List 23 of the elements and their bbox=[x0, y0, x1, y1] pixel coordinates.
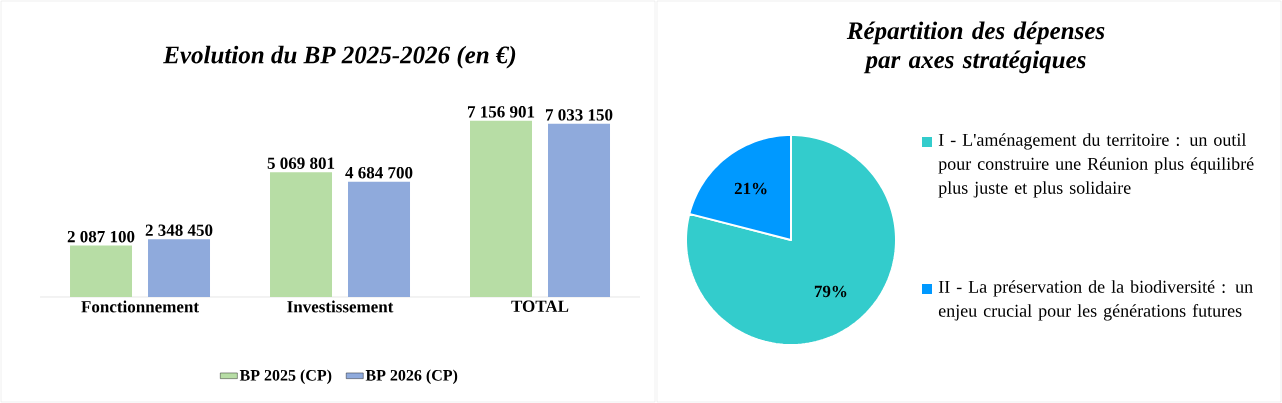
data-label: 79% bbox=[814, 285, 847, 298]
data-label: 5 069 801 bbox=[267, 157, 335, 169]
data-label: 4 684 700 bbox=[345, 166, 413, 179]
bar bbox=[70, 245, 133, 297]
data-label: 7 156 901 bbox=[467, 106, 535, 118]
x-tick-label: Investissement bbox=[287, 300, 394, 313]
bar bbox=[348, 181, 411, 297]
legend-label: I - L'aménagement du territoire : un outil pour construire une Réunion plus équilibré plus juste et plus solidaire bbox=[938, 133, 1254, 198]
bar bbox=[270, 172, 333, 297]
bar bbox=[548, 123, 611, 297]
data-label: 2 348 450 bbox=[145, 224, 213, 236]
chart-title: Répartition des dépenses par axes stratégiques bbox=[846, 21, 1105, 74]
bar bbox=[470, 120, 533, 297]
chart-title: Evolution du BP 2025-2026 (en €) bbox=[163, 45, 516, 69]
x-tick-label: Fonctionnement bbox=[81, 300, 199, 313]
data-label: 21% bbox=[734, 182, 767, 195]
x-tick-label: TOTAL bbox=[511, 300, 569, 312]
data-label: 7 033 150 bbox=[545, 109, 613, 121]
data-label: 2 087 100 bbox=[67, 230, 135, 243]
legend-label: BP 2026 (CP) bbox=[365, 369, 458, 384]
bar bbox=[148, 239, 211, 297]
legend-label: II - La préservation de la biodiversité : un enjeu crucial pour les générations futures bbox=[938, 280, 1253, 321]
legend-label: BP 2025 (CP) bbox=[239, 369, 332, 384]
